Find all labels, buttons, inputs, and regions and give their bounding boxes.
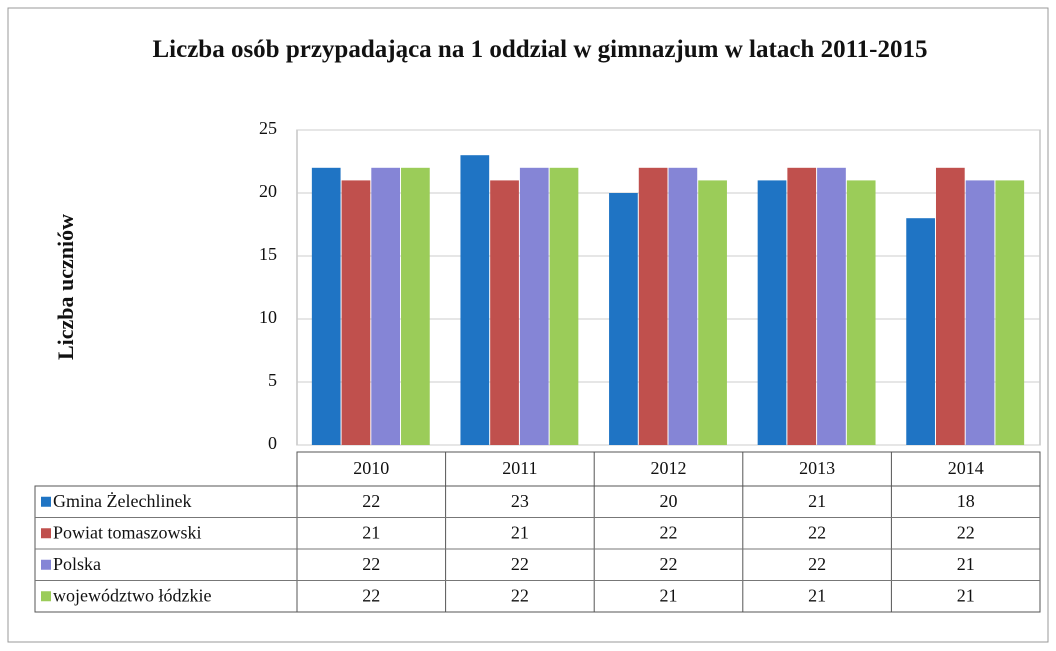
bar <box>638 167 668 446</box>
table-value: 22 <box>808 554 826 574</box>
table-value: 22 <box>511 585 529 605</box>
table-value: 22 <box>808 522 826 542</box>
legend-label: Gmina Żelechlinek <box>53 491 191 511</box>
bar <box>490 180 519 445</box>
table-value: 22 <box>660 554 678 574</box>
bar <box>965 180 995 445</box>
table-value: 21 <box>957 585 975 605</box>
table-value: 21 <box>808 585 826 605</box>
table-value: 21 <box>957 554 975 574</box>
bar <box>906 218 935 445</box>
table-value: 22 <box>660 522 678 542</box>
bar <box>460 155 490 445</box>
legend-swatch <box>41 591 51 602</box>
table-value: 22 <box>362 585 380 605</box>
y-tick-label: 20 <box>259 181 277 201</box>
legend-swatch <box>41 528 51 539</box>
table-value: 18 <box>957 491 975 511</box>
table-value: 21 <box>511 522 529 542</box>
x-tick-label: 2013 <box>799 458 835 478</box>
x-tick-label: 2014 <box>948 458 984 478</box>
legend-label: województwo łódzkie <box>53 585 211 605</box>
bar <box>668 167 698 446</box>
table-value: 23 <box>511 491 529 511</box>
bar <box>757 180 787 445</box>
table-value: 22 <box>957 522 975 542</box>
legend-swatch <box>41 559 51 570</box>
bar <box>549 167 579 446</box>
bar <box>371 167 401 446</box>
bar <box>817 167 846 446</box>
y-axis-label: Liczba uczniów <box>53 214 78 360</box>
table-value: 22 <box>362 554 380 574</box>
x-tick-label: 2010 <box>353 458 389 478</box>
bar <box>401 167 430 446</box>
chart-border <box>7 7 1049 643</box>
legend-label: Polska <box>53 554 101 574</box>
legend-swatch <box>41 496 51 507</box>
table-value: 21 <box>362 522 380 542</box>
bar <box>995 180 1025 445</box>
bar <box>519 167 549 446</box>
chart-title: Liczba osób przypadająca na 1 oddzial w … <box>152 36 928 63</box>
table-value: 22 <box>511 554 529 574</box>
bar <box>846 180 876 445</box>
y-tick-label: 15 <box>259 244 277 264</box>
y-tick-label: 0 <box>268 433 277 453</box>
bar <box>935 167 965 446</box>
table-value: 22 <box>362 491 380 511</box>
bar <box>341 180 371 445</box>
table-value: 21 <box>808 491 826 511</box>
bar <box>698 180 727 445</box>
bar <box>311 167 341 446</box>
x-tick-label: 2012 <box>651 458 687 478</box>
bar <box>609 193 638 445</box>
table-value: 20 <box>660 491 678 511</box>
table-value: 21 <box>660 585 678 605</box>
bar <box>787 167 817 446</box>
legend-label: Powiat tomaszowski <box>53 522 202 542</box>
y-tick-label: 10 <box>259 307 277 327</box>
y-tick-label: 25 <box>259 118 277 138</box>
x-tick-label: 2011 <box>502 458 537 478</box>
y-tick-label: 5 <box>268 370 277 390</box>
